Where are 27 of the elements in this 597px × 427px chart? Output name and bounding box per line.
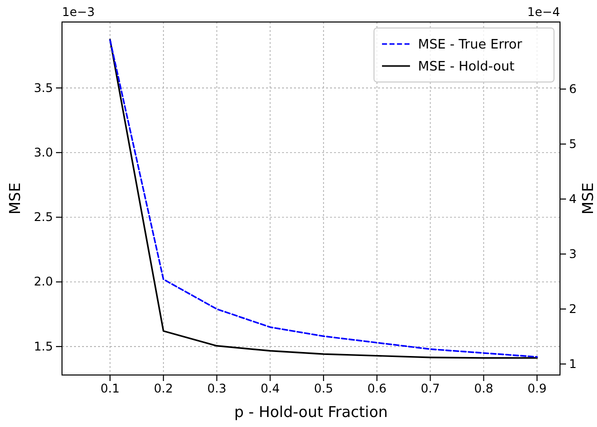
x-tick-label: 0.1 [100, 382, 120, 396]
x-tick-label: 0.2 [154, 382, 173, 396]
y2-tick-label: 1 [569, 356, 577, 371]
x-tick-label: 0.5 [314, 382, 334, 396]
x-tick-label: 0.6 [367, 382, 386, 396]
x-axis-title: p - Hold-out Fraction [234, 403, 388, 421]
legend-label: MSE - True Error [418, 38, 523, 52]
x-tick-label: 0.7 [420, 382, 440, 396]
x-tick-label: 0.3 [207, 382, 226, 396]
y2-tick-label: 4 [569, 192, 577, 206]
x-tick-label: 0.9 [528, 382, 547, 396]
text: 1e−4 [527, 5, 560, 19]
y2-tick-label: 5 [569, 136, 577, 151]
y2-axis-title: MSE [579, 182, 597, 214]
y-tick-label: 1.5 [34, 339, 53, 354]
legend-label: MSE - Hold-out [418, 60, 514, 74]
y2-tick-label: 2 [569, 302, 577, 316]
y2-tick-label: 3 [569, 246, 577, 261]
x-tick-label: 0.8 [474, 382, 494, 396]
x-tick-label: 0.4 [260, 382, 280, 396]
y-tick-label: 3.5 [34, 80, 53, 95]
y2-tick-label: 6 [569, 82, 577, 96]
text: 1e−3 [62, 5, 95, 19]
y-axis-title: MSE [6, 182, 24, 214]
y-tick-label: 2.0 [34, 274, 53, 289]
y-tick-label: 3.0 [34, 145, 53, 160]
y-tick-label: 2.5 [34, 210, 53, 224]
